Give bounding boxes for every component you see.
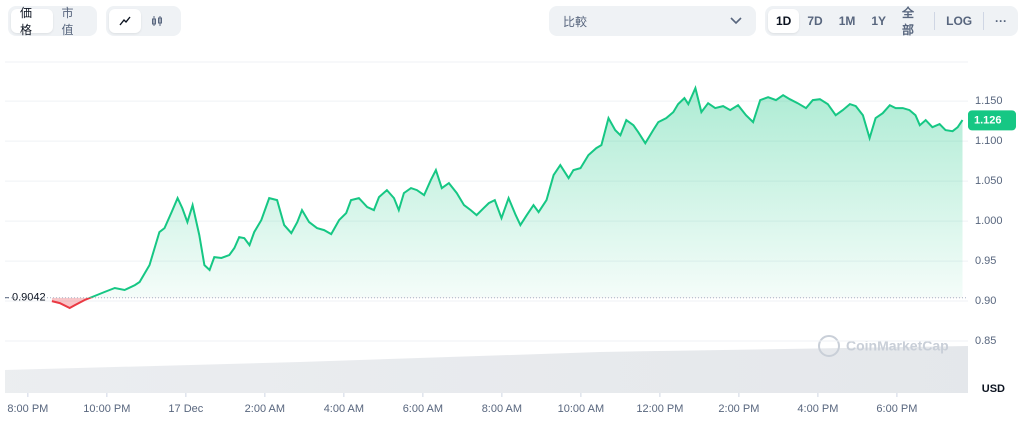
x-tick-label: 2:00 PM: [718, 403, 759, 415]
range-button[interactable]: 1D: [768, 9, 800, 33]
y-tick-label: 0.95: [975, 255, 996, 267]
candle-chart-button[interactable]: [141, 9, 173, 33]
tab-group: 価格 市值: [8, 6, 97, 37]
y-tick-label: 0.90: [975, 295, 996, 307]
line-chart-button[interactable]: [109, 9, 141, 33]
x-tick-label: 10:00 PM: [83, 403, 130, 415]
volume-background: [5, 346, 968, 393]
x-tick-label: 10:00 AM: [558, 403, 604, 415]
watermark: CoinMarketCap: [818, 335, 949, 357]
x-tick-label: 8:00 PM: [7, 403, 48, 415]
x-tick-label: 17 Dec: [168, 403, 203, 415]
watermark-text: CoinMarketCap: [846, 338, 949, 354]
tab[interactable]: 市值: [61, 6, 74, 37]
x-tick-label: 2:00 AM: [245, 403, 285, 415]
price-line: [87, 85, 964, 298]
y-tick-label: 1.100: [975, 135, 1003, 147]
compare-label: 比較: [563, 14, 588, 29]
x-tick-label: 12:00 PM: [636, 403, 683, 415]
range-button[interactable]: 1Y: [871, 14, 887, 28]
price-line-below: [51, 297, 94, 310]
unit-label: USD: [982, 383, 1005, 395]
tab[interactable]: 価格: [11, 6, 53, 37]
y-tick-label: 1.000: [975, 215, 1003, 227]
range-button[interactable]: 全部: [902, 6, 915, 37]
x-tick-label: 4:00 AM: [324, 403, 364, 415]
area-down: [51, 297, 963, 308]
x-tick-label: 4:00 PM: [797, 403, 838, 415]
range-button[interactable]: 7D: [807, 14, 823, 28]
x-tick-label: 8:00 AM: [482, 403, 522, 415]
baseline-label: 0.9042: [12, 292, 46, 304]
compare-dropdown[interactable]: 比較: [549, 6, 756, 36]
x-tick-label: 6:00 PM: [876, 403, 917, 415]
y-tick-label: 1.150: [975, 95, 1003, 107]
current-price-label: 1.126: [974, 114, 1002, 126]
current-price-badge: [968, 110, 1016, 131]
log-button[interactable]: LOG: [946, 14, 973, 28]
more-button[interactable]: ···: [994, 14, 1007, 28]
range-button[interactable]: 1M: [838, 14, 856, 28]
x-tick-label: 6:00 AM: [403, 403, 443, 415]
area-up: [90, 88, 963, 298]
y-tick-label: 0.85: [975, 335, 996, 347]
y-tick-label: 1.050: [975, 175, 1003, 187]
range-group: 1D 7D 1M 1Y 全部 LOG ···: [765, 6, 1018, 37]
chart-type-group: [106, 6, 181, 36]
